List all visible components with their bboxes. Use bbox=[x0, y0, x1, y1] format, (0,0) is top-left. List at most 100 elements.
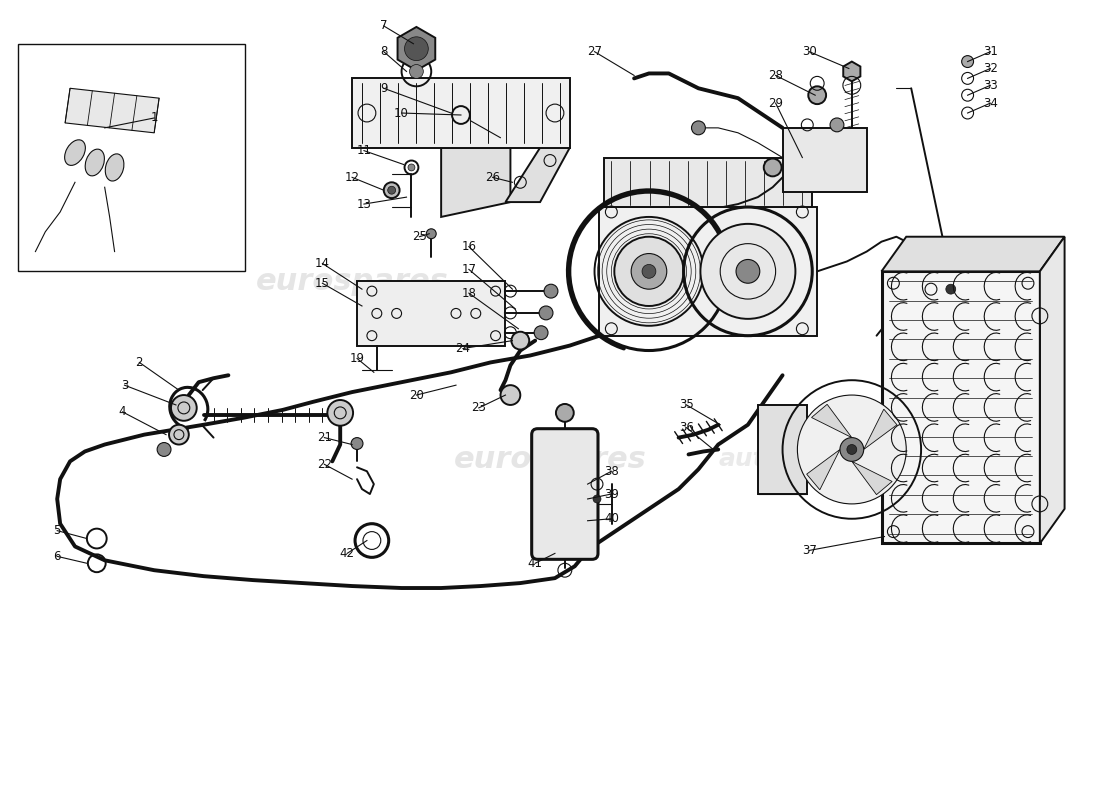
Ellipse shape bbox=[85, 149, 104, 176]
Text: 29: 29 bbox=[768, 97, 783, 110]
Polygon shape bbox=[864, 409, 896, 450]
Text: 13: 13 bbox=[356, 198, 372, 210]
Text: 31: 31 bbox=[983, 45, 998, 58]
Circle shape bbox=[631, 254, 667, 289]
Circle shape bbox=[830, 118, 844, 132]
Bar bbox=[358, 282, 506, 346]
Text: 18: 18 bbox=[461, 286, 476, 300]
Bar bbox=[352, 78, 570, 148]
Circle shape bbox=[384, 182, 399, 198]
Circle shape bbox=[642, 265, 656, 278]
Text: 5: 5 bbox=[54, 524, 60, 537]
Text: 37: 37 bbox=[802, 544, 816, 557]
Text: 20: 20 bbox=[409, 389, 424, 402]
Text: 9: 9 bbox=[379, 82, 387, 94]
Ellipse shape bbox=[65, 140, 86, 166]
Circle shape bbox=[692, 121, 705, 134]
Text: 1: 1 bbox=[151, 111, 158, 125]
Polygon shape bbox=[506, 148, 570, 202]
Text: 14: 14 bbox=[315, 257, 330, 270]
Text: 4: 4 bbox=[119, 406, 126, 418]
Circle shape bbox=[544, 284, 558, 298]
Text: 28: 28 bbox=[768, 69, 783, 82]
Circle shape bbox=[157, 442, 170, 457]
Circle shape bbox=[351, 438, 363, 450]
Text: 23: 23 bbox=[471, 402, 486, 414]
Text: 12: 12 bbox=[344, 171, 360, 184]
Circle shape bbox=[427, 229, 437, 238]
Text: 36: 36 bbox=[679, 422, 694, 434]
Text: 21: 21 bbox=[317, 431, 332, 444]
Text: autospares: autospares bbox=[718, 447, 877, 471]
Ellipse shape bbox=[106, 154, 124, 181]
Text: eurospares: eurospares bbox=[453, 445, 647, 474]
Text: 42: 42 bbox=[340, 547, 354, 560]
Circle shape bbox=[170, 395, 197, 421]
Circle shape bbox=[408, 164, 415, 171]
Bar bbox=[18, 44, 245, 271]
Circle shape bbox=[946, 284, 956, 294]
Text: 8: 8 bbox=[381, 45, 387, 58]
Text: 41: 41 bbox=[528, 557, 542, 570]
Polygon shape bbox=[844, 62, 860, 82]
Polygon shape bbox=[851, 462, 892, 494]
Circle shape bbox=[961, 56, 974, 67]
Circle shape bbox=[614, 237, 683, 306]
Polygon shape bbox=[812, 404, 851, 438]
Bar bbox=[604, 158, 812, 207]
Text: 10: 10 bbox=[394, 106, 409, 119]
Text: 27: 27 bbox=[587, 45, 602, 58]
Text: 15: 15 bbox=[315, 277, 330, 290]
Text: 32: 32 bbox=[983, 62, 998, 75]
Circle shape bbox=[593, 495, 601, 503]
Text: 25: 25 bbox=[411, 230, 427, 243]
Text: 34: 34 bbox=[983, 97, 998, 110]
Circle shape bbox=[328, 400, 353, 426]
Polygon shape bbox=[1040, 237, 1065, 543]
Polygon shape bbox=[881, 237, 1065, 271]
Bar bbox=[600, 207, 817, 336]
Text: 26: 26 bbox=[485, 171, 501, 184]
Circle shape bbox=[539, 306, 553, 320]
Circle shape bbox=[512, 332, 529, 350]
Text: 7: 7 bbox=[379, 19, 387, 33]
Text: 38: 38 bbox=[604, 465, 618, 478]
Text: 33: 33 bbox=[983, 79, 998, 92]
Text: 40: 40 bbox=[604, 512, 619, 526]
Polygon shape bbox=[65, 88, 160, 133]
Text: 11: 11 bbox=[356, 144, 372, 157]
Circle shape bbox=[701, 224, 795, 319]
Text: 17: 17 bbox=[461, 263, 476, 276]
Circle shape bbox=[409, 65, 424, 78]
Circle shape bbox=[736, 259, 760, 283]
Circle shape bbox=[763, 158, 782, 176]
Text: 16: 16 bbox=[461, 240, 476, 253]
Circle shape bbox=[840, 438, 864, 462]
Circle shape bbox=[387, 186, 396, 194]
Text: 6: 6 bbox=[54, 550, 60, 563]
Text: 24: 24 bbox=[455, 342, 471, 355]
Text: 3: 3 bbox=[121, 378, 129, 392]
Polygon shape bbox=[441, 148, 510, 217]
Polygon shape bbox=[397, 27, 436, 70]
Circle shape bbox=[556, 404, 574, 422]
Bar bbox=[758, 405, 807, 494]
Text: eurospares: eurospares bbox=[255, 266, 449, 296]
Text: 39: 39 bbox=[604, 487, 619, 501]
Text: 19: 19 bbox=[350, 352, 364, 365]
FancyBboxPatch shape bbox=[531, 429, 598, 559]
Circle shape bbox=[405, 37, 428, 61]
Circle shape bbox=[169, 425, 189, 445]
Text: 35: 35 bbox=[679, 398, 694, 411]
Circle shape bbox=[847, 445, 857, 454]
Text: 2: 2 bbox=[135, 356, 143, 369]
Bar bbox=[881, 271, 1040, 543]
Bar bbox=[782, 128, 867, 192]
Circle shape bbox=[808, 86, 826, 104]
Circle shape bbox=[500, 385, 520, 405]
Text: 30: 30 bbox=[802, 45, 816, 58]
Polygon shape bbox=[806, 450, 840, 490]
Circle shape bbox=[798, 395, 906, 504]
Circle shape bbox=[535, 326, 548, 340]
Text: 22: 22 bbox=[317, 458, 332, 471]
